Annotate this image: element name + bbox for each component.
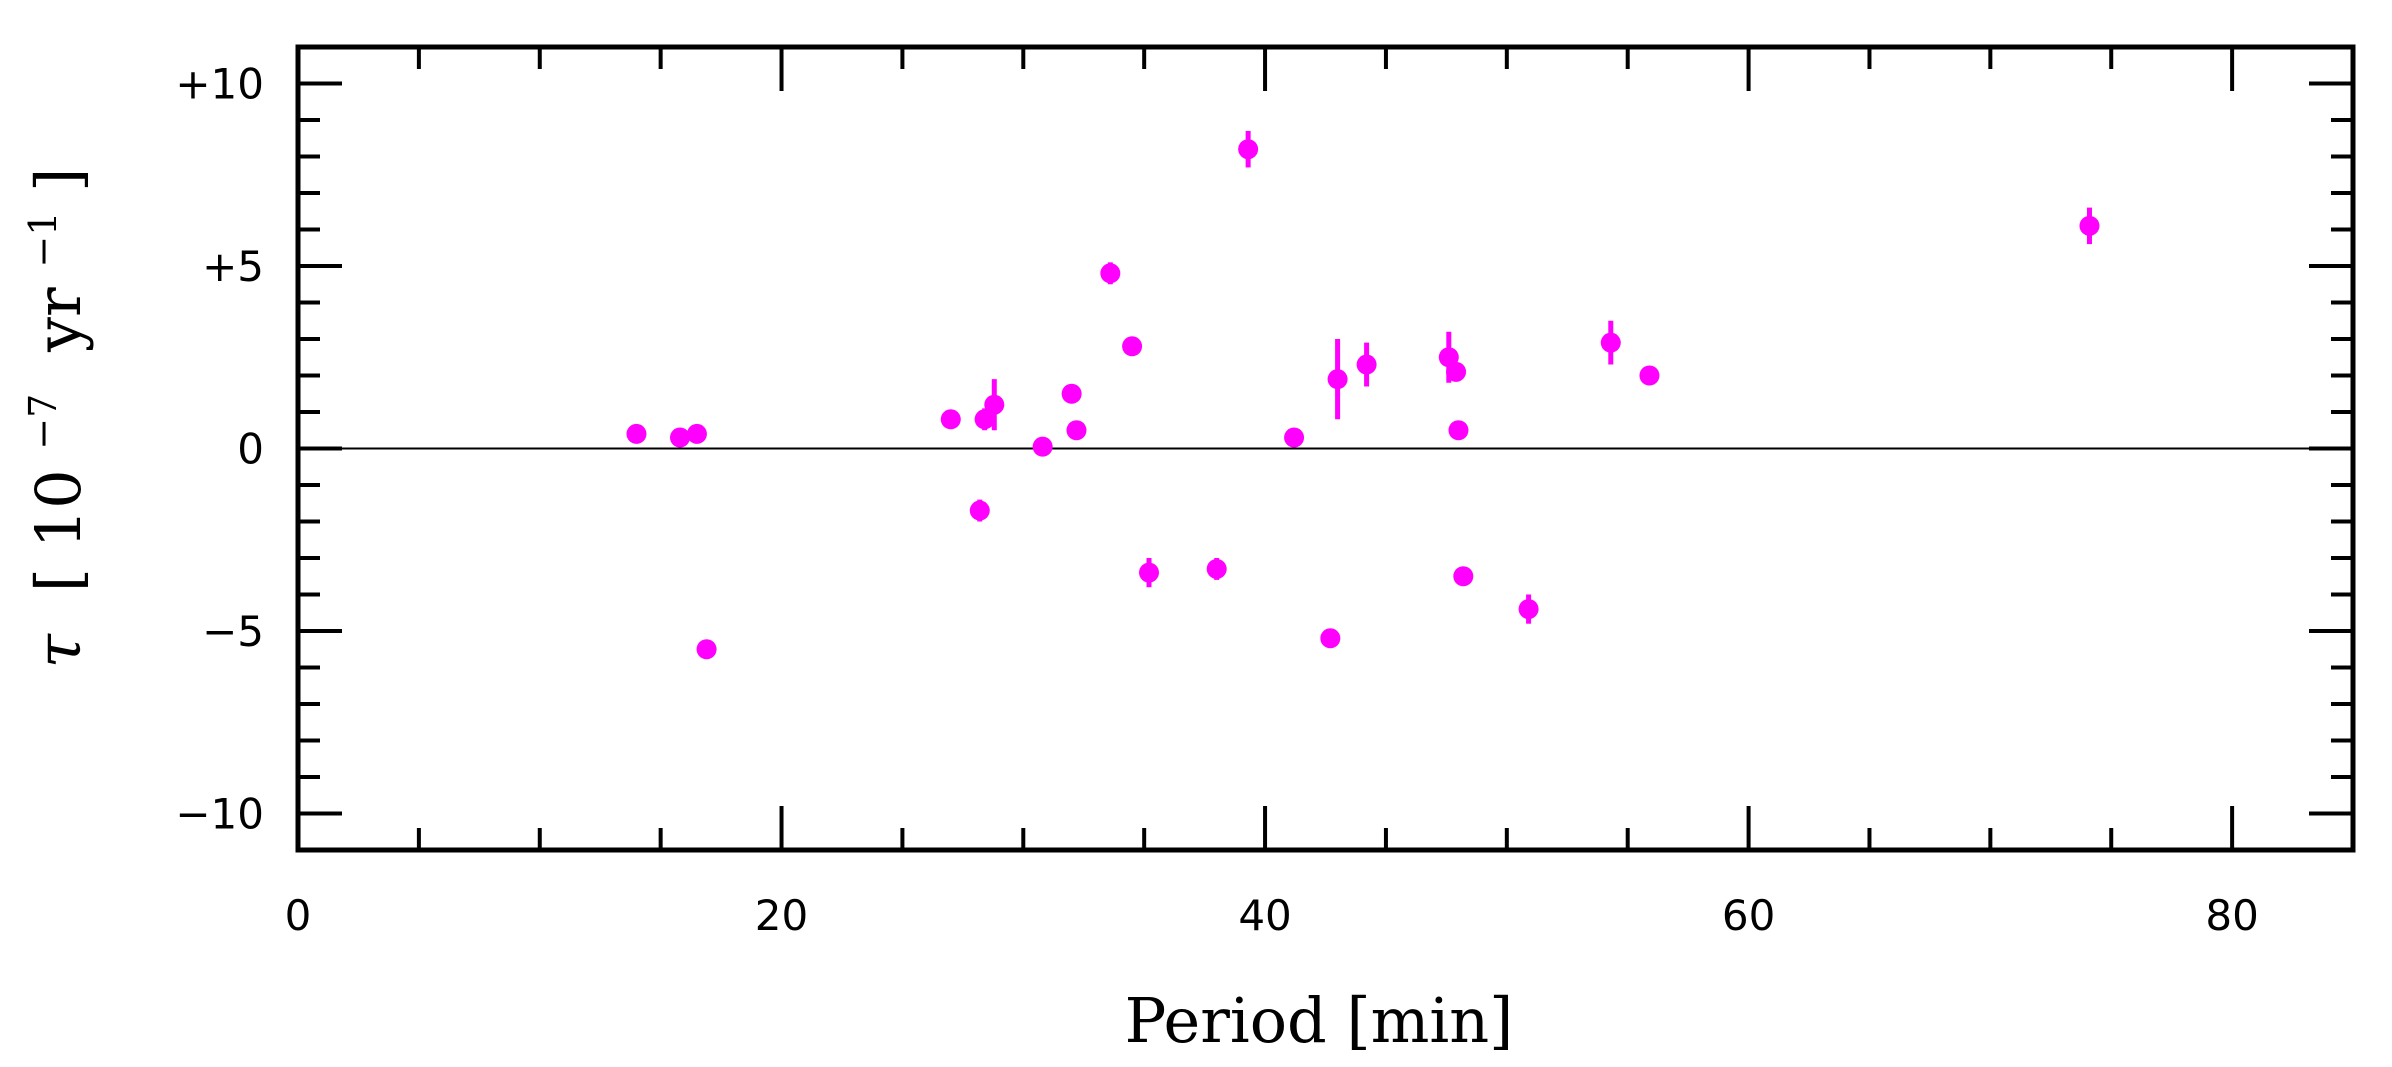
data-point — [1139, 558, 1160, 588]
data-point — [696, 639, 717, 660]
data-point — [1122, 336, 1143, 357]
data-point — [1238, 130, 1259, 168]
point-marker — [669, 427, 690, 448]
data-point — [940, 409, 961, 430]
point-marker — [1518, 599, 1539, 620]
point-marker — [1139, 562, 1160, 583]
point-marker — [1639, 365, 1660, 386]
y-tick-labels: +10 +5 0 −5 −10 — [175, 60, 264, 839]
point-marker — [626, 423, 647, 444]
point-marker — [1206, 558, 1227, 579]
data-point — [1320, 628, 1341, 649]
x-tick-label: 60 — [1722, 891, 1775, 940]
y-axis-exponent: −7 — [21, 394, 65, 450]
point-marker — [1320, 628, 1341, 649]
data-point — [2079, 207, 2100, 245]
point-marker — [1284, 427, 1305, 448]
y-tick-label: −5 — [202, 607, 264, 656]
data-point — [1518, 594, 1539, 624]
y-axis-base: 10 — [22, 469, 95, 548]
y-axis-open-bracket: [ — [22, 568, 95, 592]
data-point — [1284, 427, 1305, 448]
y-axis-unit-exponent: −1 — [21, 212, 65, 268]
point-marker — [1600, 332, 1621, 353]
x-tick-label: 80 — [2205, 891, 2258, 940]
point-marker — [1356, 354, 1377, 375]
x-tick-label: 20 — [755, 891, 808, 940]
data-point — [1448, 420, 1469, 441]
data-point — [969, 499, 990, 522]
data-point — [1100, 262, 1121, 285]
point-marker — [1066, 420, 1087, 441]
y-axis-symbol: τ — [22, 632, 95, 668]
data-point — [626, 423, 647, 444]
y-axis-title: τ [ 10 −7 yr −1 ] — [0, 168, 95, 669]
point-marker — [1100, 263, 1121, 284]
x-tick-labels: 0 20 40 60 80 — [285, 891, 2259, 940]
point-marker — [1238, 139, 1259, 160]
data-point — [1061, 383, 1082, 404]
point-marker — [1327, 369, 1348, 390]
data-point — [984, 379, 1005, 431]
y-tick-label: +10 — [175, 60, 264, 109]
point-marker — [1061, 383, 1082, 404]
y-tick-label: 0 — [237, 425, 264, 474]
data-points — [626, 130, 2100, 660]
data-point — [669, 427, 690, 448]
data-point — [1639, 365, 1660, 386]
data-point — [1032, 436, 1053, 457]
data-point — [686, 423, 707, 444]
data-point — [1446, 361, 1467, 382]
plot-frame — [295, 44, 2356, 853]
data-point — [1066, 420, 1087, 441]
point-marker — [940, 409, 961, 430]
data-point — [1600, 320, 1621, 365]
data-point — [1356, 342, 1377, 387]
point-marker — [696, 639, 717, 660]
point-marker — [974, 409, 995, 430]
point-marker — [2079, 215, 2100, 236]
x-axis-title: Period [min] — [1125, 984, 1514, 1057]
point-marker — [1448, 420, 1469, 441]
data-point — [1327, 339, 1348, 420]
y-tick-label: −10 — [175, 790, 264, 839]
point-marker — [1453, 566, 1474, 587]
y-axis-close-bracket: ] — [22, 168, 95, 192]
x-tick-label: 40 — [1238, 891, 1291, 940]
data-point — [1453, 566, 1474, 587]
point-marker — [1122, 336, 1143, 357]
y-axis-unit: yr — [22, 287, 95, 353]
point-marker — [984, 394, 1005, 415]
point-marker — [686, 423, 707, 444]
data-point — [1206, 558, 1227, 580]
point-marker — [1032, 436, 1053, 457]
point-marker — [969, 500, 990, 521]
data-point — [974, 408, 995, 431]
point-marker — [1446, 361, 1467, 382]
y-tick-label: +5 — [202, 242, 264, 291]
x-tick-label: 0 — [285, 891, 312, 940]
